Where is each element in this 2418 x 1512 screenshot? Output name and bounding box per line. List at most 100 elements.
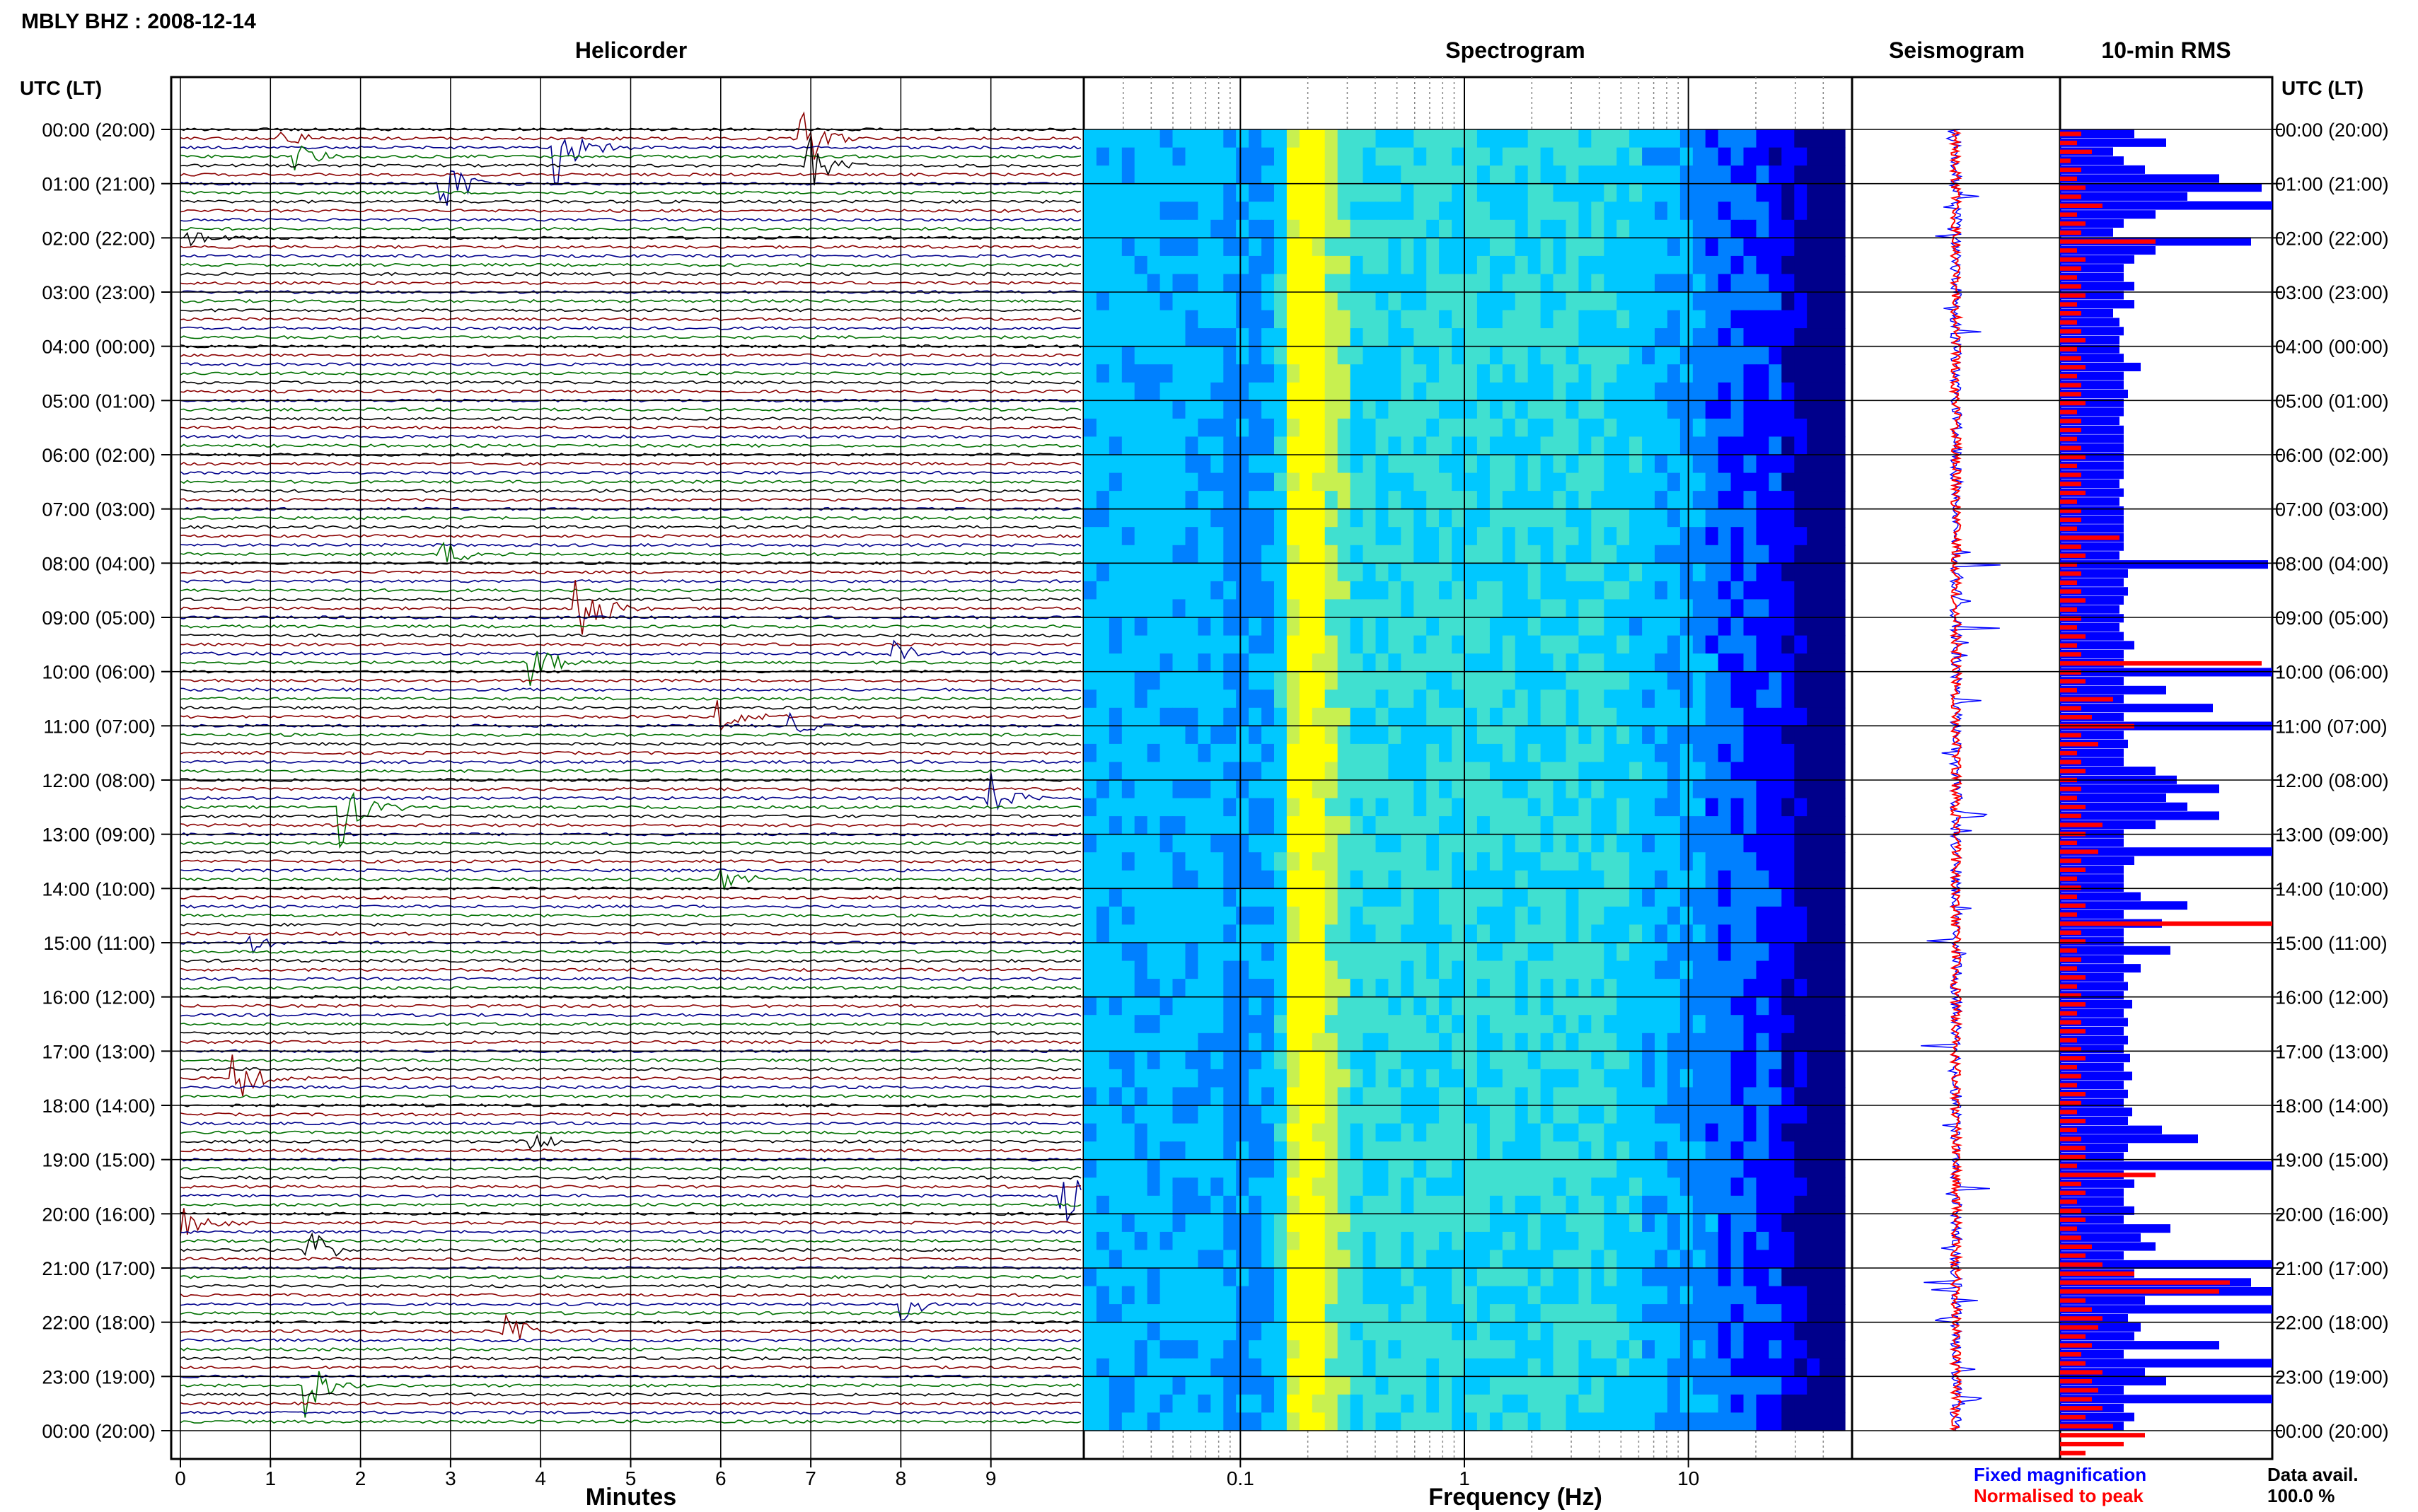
spectrogram-cell bbox=[1274, 726, 1288, 745]
rms-bar-normalised bbox=[2060, 1262, 2102, 1267]
spectrogram-cell bbox=[1274, 455, 1288, 474]
spectrogram-cell bbox=[1198, 183, 1211, 202]
spectrogram-cell bbox=[1629, 1051, 1643, 1070]
rms-bar-normalised bbox=[2060, 472, 2081, 477]
spectrogram-cell bbox=[1730, 1286, 1745, 1305]
spectrogram-cell bbox=[1286, 1340, 1300, 1359]
spectrogram-cell bbox=[1566, 906, 1579, 926]
spectrogram-cell bbox=[1692, 563, 1706, 582]
spectrogram-cell bbox=[1578, 418, 1592, 438]
spectrogram-cell bbox=[1413, 202, 1427, 221]
rms-bar-fixed bbox=[2060, 892, 2141, 901]
spectrogram-cell bbox=[1692, 762, 1706, 781]
spectrogram-cell bbox=[1350, 635, 1364, 654]
spectrogram-cell bbox=[1350, 436, 1364, 455]
spectrogram-cell bbox=[1566, 1231, 1579, 1251]
time-label-left: 17:00 (13:00) bbox=[42, 1041, 156, 1062]
spectrogram-cell bbox=[1794, 671, 1807, 690]
spectrogram-cell bbox=[1401, 834, 1414, 853]
spectrogram-cell bbox=[1692, 527, 1706, 546]
time-label-right: 21:00 (17:00) bbox=[2275, 1258, 2389, 1279]
spectrogram-cell bbox=[1476, 346, 1491, 365]
spectrogram-cell bbox=[1172, 1412, 1186, 1431]
spectrogram-cell bbox=[1616, 1340, 1630, 1359]
spectrogram-cell bbox=[1172, 328, 1186, 347]
spectrogram-cell bbox=[1781, 1015, 1795, 1034]
spectrogram-cell bbox=[1363, 545, 1376, 564]
spectrogram-cell bbox=[1616, 219, 1630, 238]
spectrogram-cell bbox=[1210, 328, 1224, 347]
spectrogram-cell bbox=[1249, 491, 1262, 510]
spectrogram-cell bbox=[1121, 1412, 1135, 1431]
spectrogram-cell bbox=[1159, 798, 1174, 817]
spectrogram-cell bbox=[1210, 617, 1224, 636]
spectrogram-cell bbox=[1655, 1015, 1668, 1034]
spectrogram-cell bbox=[1667, 870, 1681, 889]
spectrogram-cell bbox=[1642, 1304, 1655, 1323]
spectrogram-cell bbox=[1604, 1250, 1617, 1269]
spectrogram-cell bbox=[1807, 292, 1820, 311]
spectrogram-cell bbox=[1185, 1214, 1198, 1233]
spectrogram-cell bbox=[1629, 382, 1643, 401]
spectrogram-cell bbox=[1718, 1123, 1732, 1142]
spectrogram-cell bbox=[1172, 165, 1186, 185]
spectrogram-cell bbox=[1527, 690, 1541, 709]
spectrogram-cell bbox=[1413, 906, 1427, 926]
spectrogram-cell bbox=[1502, 400, 1516, 419]
spectrogram-cell bbox=[1401, 762, 1414, 781]
spectrogram-cell bbox=[1337, 780, 1351, 799]
spectrogram-cell bbox=[1375, 943, 1389, 962]
spectrogram-cell bbox=[1743, 743, 1757, 763]
spectrogram-cell bbox=[1452, 1051, 1465, 1070]
rms-bar-normalised bbox=[2060, 786, 2081, 791]
spectrogram-cell bbox=[1566, 780, 1579, 799]
spectrogram-cell bbox=[1832, 635, 1846, 654]
spectrogram-cell bbox=[1388, 816, 1401, 835]
rms-bar-normalised bbox=[2060, 400, 2086, 406]
spectrogram-cell bbox=[1388, 798, 1401, 817]
time-label-right: 06:00 (02:00) bbox=[2275, 445, 2389, 466]
spectrogram-cell bbox=[1655, 202, 1668, 221]
spectrogram-cell bbox=[1274, 1376, 1288, 1395]
spectrogram-cell bbox=[1426, 1231, 1440, 1251]
spectrogram-cell bbox=[1794, 581, 1807, 600]
spectrogram-cell bbox=[1388, 888, 1401, 907]
spectrogram-cell bbox=[1489, 979, 1503, 998]
spectrogram-cell bbox=[1439, 364, 1452, 383]
spectrogram-cell bbox=[1084, 870, 1097, 889]
spectrogram-cell bbox=[1489, 996, 1503, 1016]
spectrogram-cell bbox=[1629, 870, 1643, 889]
spectrogram-cell bbox=[1401, 888, 1414, 907]
spectrogram-cell bbox=[1527, 816, 1541, 835]
spectrogram-cell bbox=[1274, 328, 1288, 347]
spectrogram-cell bbox=[1159, 472, 1174, 492]
spectrogram-cell bbox=[1743, 653, 1757, 673]
spectrogram-cell bbox=[1096, 906, 1110, 926]
spectrogram-cell bbox=[1172, 1358, 1186, 1377]
spectrogram-cell bbox=[1642, 527, 1655, 546]
spectrogram-cell bbox=[1667, 274, 1681, 293]
spectrogram-cell bbox=[1540, 183, 1554, 202]
spectrogram-cell bbox=[1337, 1250, 1351, 1269]
spectrogram-cell bbox=[1591, 147, 1604, 166]
spectrogram-cell bbox=[1249, 690, 1262, 709]
spectrogram-cell bbox=[1655, 707, 1668, 726]
spectrogram-cell bbox=[1210, 563, 1224, 582]
spectrogram-cell bbox=[1743, 1358, 1757, 1377]
spectrogram-cell bbox=[1261, 979, 1275, 998]
spectrogram-cell bbox=[1299, 1069, 1313, 1088]
spectrogram-cell bbox=[1324, 979, 1338, 998]
spectrogram-cell bbox=[1413, 455, 1427, 474]
spectrogram-cell bbox=[1159, 1177, 1174, 1197]
spectrogram-cell bbox=[1820, 346, 1833, 365]
time-label-left: 04:00 (00:00) bbox=[42, 337, 156, 358]
spectrogram-cell bbox=[1807, 346, 1820, 365]
spectrogram-cell bbox=[1769, 671, 1782, 690]
spectrogram-cell bbox=[1591, 418, 1604, 438]
spectrogram-cell bbox=[1502, 1051, 1516, 1070]
spectrogram-cell bbox=[1667, 671, 1681, 690]
spectrogram-cell bbox=[1401, 798, 1414, 817]
spectrogram-cell bbox=[1604, 834, 1617, 853]
spectrogram-cell bbox=[1756, 491, 1769, 510]
spectrogram-cell bbox=[1464, 690, 1478, 709]
